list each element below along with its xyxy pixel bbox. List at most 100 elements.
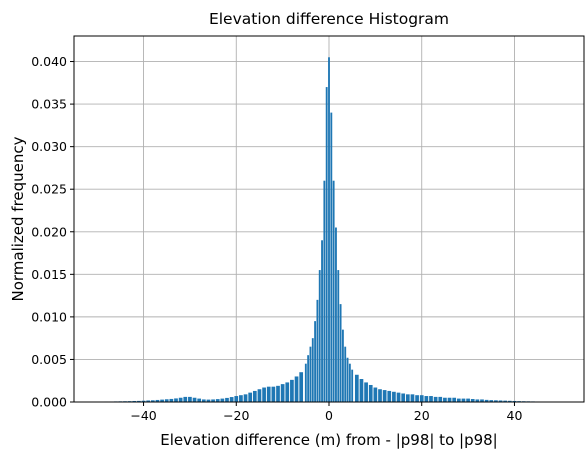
histogram-bar [150, 400, 155, 402]
histogram-bar [396, 392, 401, 402]
histogram-bar [461, 398, 466, 402]
histogram-bar [155, 399, 160, 402]
histogram-bar [512, 400, 517, 402]
histogram-bar [262, 387, 266, 402]
histogram-bar [415, 395, 419, 402]
histogram-bar [433, 396, 438, 402]
histogram-bar [201, 399, 206, 402]
y-tick-label: 0.035 [31, 97, 67, 112]
histogram-bar [429, 396, 433, 402]
y-tick-label: 0.005 [31, 352, 67, 367]
histogram-bar [229, 397, 234, 402]
histogram-bar [401, 393, 406, 402]
histogram-bar [243, 394, 248, 402]
histogram-bar [211, 399, 215, 402]
histogram-bar [382, 390, 387, 402]
histogram-bar [323, 180, 326, 402]
histogram-bar [188, 396, 192, 402]
y-axis-ticks: 0.000 0.005 0.010 0.015 0.020 0.025 0.030 0.035… [31, 54, 74, 410]
histogram-bar [359, 379, 364, 402]
histogram-bar [332, 180, 335, 402]
histogram-bar [405, 394, 410, 402]
histogram-bar [503, 400, 508, 402]
histogram-bar [266, 386, 271, 402]
x-tick-label: 40 [507, 408, 523, 423]
histogram-bar [507, 400, 512, 402]
y-tick-label: 0.000 [31, 395, 67, 410]
histogram-bar [373, 387, 378, 402]
histogram-bar [160, 399, 164, 402]
histogram-bar [387, 390, 392, 402]
histogram-bar [424, 396, 429, 402]
histogram-bar [197, 398, 202, 402]
histogram-bar [183, 396, 188, 402]
histogram-bar [341, 329, 344, 402]
y-axis-label: Normalized frequency [9, 136, 27, 301]
histogram-bar [447, 397, 452, 402]
y-tick-label: 0.015 [31, 267, 67, 282]
histogram-bar [498, 400, 503, 402]
histogram-bar [318, 270, 321, 402]
histogram-bar [280, 384, 285, 402]
histogram-bar [325, 87, 328, 403]
x-axis-ticks: −40 −20 0 20 40 [130, 402, 522, 423]
histogram-bar [316, 299, 319, 402]
histogram-bar [330, 112, 333, 403]
histogram-bar [354, 374, 359, 402]
histogram-bar [248, 392, 253, 402]
histogram-bar [443, 397, 447, 402]
histogram-bars [95, 57, 563, 403]
histogram-bar [346, 357, 349, 402]
histogram-bar [252, 390, 257, 402]
histogram-bar [206, 399, 211, 402]
histogram-bar [314, 321, 317, 402]
histogram-bar [348, 363, 351, 402]
histogram-bar [489, 400, 494, 402]
histogram-bar [466, 398, 470, 402]
histogram-bar [234, 396, 239, 402]
histogram-bar [311, 338, 314, 402]
histogram-bar [285, 382, 290, 402]
x-tick-label: −20 [223, 408, 249, 423]
histogram-bar [335, 227, 337, 402]
chart-title: Elevation difference Histogram [209, 10, 449, 28]
histogram-bar [271, 386, 276, 402]
histogram-bar [276, 385, 280, 402]
histogram-bar [452, 397, 457, 402]
histogram-bar [294, 376, 299, 402]
histogram-bar [307, 355, 310, 402]
histogram-bar [480, 399, 484, 402]
histogram-bar [392, 391, 396, 402]
y-tick-label: 0.020 [31, 224, 67, 239]
histogram-bar [137, 400, 141, 402]
histogram-bar [220, 398, 225, 402]
histogram-bar [475, 399, 480, 402]
histogram-bar [438, 396, 443, 402]
histogram-bar [328, 57, 330, 403]
histogram-bar [494, 400, 498, 402]
histogram-bar [225, 397, 229, 402]
histogram-bar [141, 400, 146, 402]
histogram-bar [419, 395, 424, 402]
histogram-bar [257, 389, 262, 402]
histogram-bar [309, 346, 312, 402]
histogram-bar [351, 369, 354, 402]
histogram-bar [239, 395, 243, 402]
histogram-bar [456, 398, 461, 402]
histogram-bar [470, 399, 475, 402]
y-tick-label: 0.040 [31, 54, 67, 69]
histogram-bar [410, 394, 415, 402]
histogram-bar [339, 304, 342, 402]
histogram-bar [146, 400, 151, 402]
histogram-bar [321, 240, 323, 402]
histogram-bar [344, 346, 347, 402]
y-tick-label: 0.025 [31, 182, 67, 197]
histogram-bar [169, 398, 174, 402]
histogram-bar [290, 379, 294, 402]
histogram-bar [364, 382, 368, 402]
histogram-bar [299, 372, 304, 402]
histogram-bar [132, 400, 137, 402]
histogram-bar [192, 397, 197, 402]
histogram-bar [368, 384, 373, 402]
